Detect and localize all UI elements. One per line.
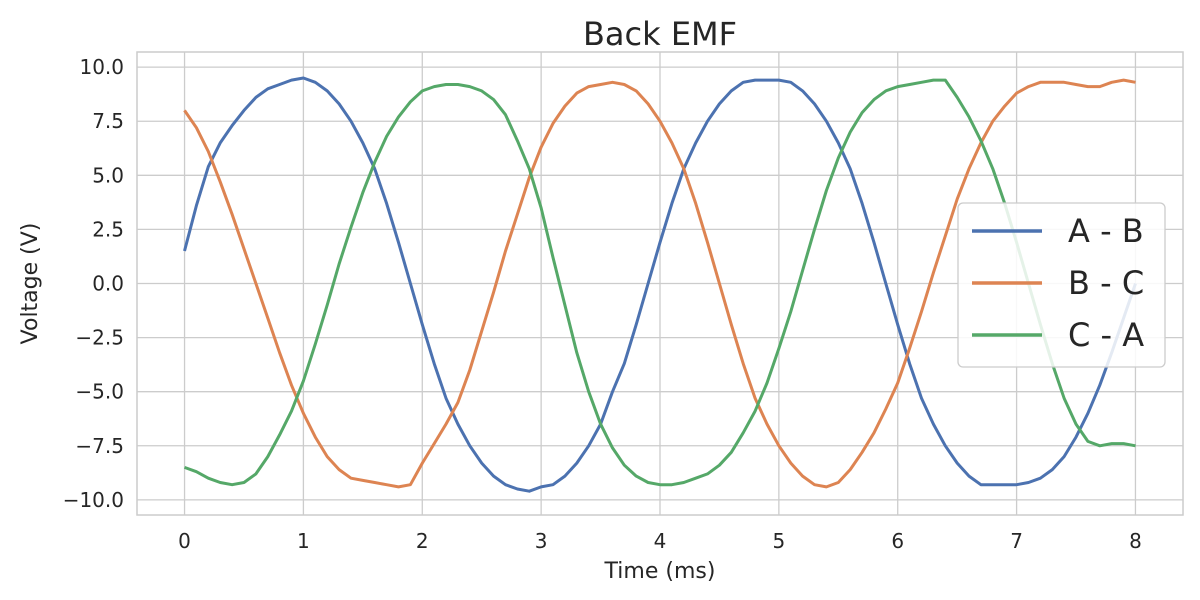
y-tick-label: −2.5 [75, 326, 124, 350]
legend-label: C - A [1068, 316, 1144, 354]
x-tick-label: 3 [535, 529, 548, 553]
x-axis-ticks: 0 1 2 3 4 5 6 7 8 [178, 529, 1142, 553]
chart-title: Back EMF [583, 15, 737, 53]
series-line-2 [183, 78, 1136, 489]
grid-lines [137, 52, 1183, 515]
y-tick-label: 0.0 [92, 272, 124, 296]
legend-box [957, 202, 1166, 368]
x-tick-label: 6 [891, 529, 904, 553]
x-tick-label: 2 [416, 529, 429, 553]
x-tick-label: 0 [178, 529, 191, 553]
x-tick-label: 4 [654, 529, 667, 553]
legend-label: A - B [1068, 212, 1144, 250]
x-tick-label: 7 [1010, 529, 1023, 553]
x-tick-label: 5 [772, 529, 785, 553]
series-line-3 [183, 78, 1136, 487]
x-tick-label: 8 [1129, 529, 1142, 553]
series-line-1 [183, 76, 1137, 493]
y-tick-label: −7.5 [75, 434, 124, 458]
y-tick-label: 7.5 [92, 109, 124, 133]
x-axis-label: Time (ms) [604, 559, 716, 584]
series-lines [183, 76, 1137, 493]
y-tick-label: 5.0 [92, 163, 124, 187]
y-tick-label: 10.0 [79, 55, 124, 79]
y-tick-label: −10.0 [63, 488, 124, 512]
y-tick-label: −5.0 [75, 380, 124, 404]
legend: A - B B - C C - A [957, 202, 1166, 368]
x-tick-label: 1 [297, 529, 310, 553]
y-axis-label: Voltage (V) [18, 223, 43, 345]
y-axis-ticks: 10.0 7.5 5.0 2.5 0.0 −2.5 −5.0 −7.5 −10.0 [63, 55, 124, 512]
y-tick-label: 2.5 [92, 217, 124, 241]
legend-label: B - C [1068, 264, 1144, 302]
